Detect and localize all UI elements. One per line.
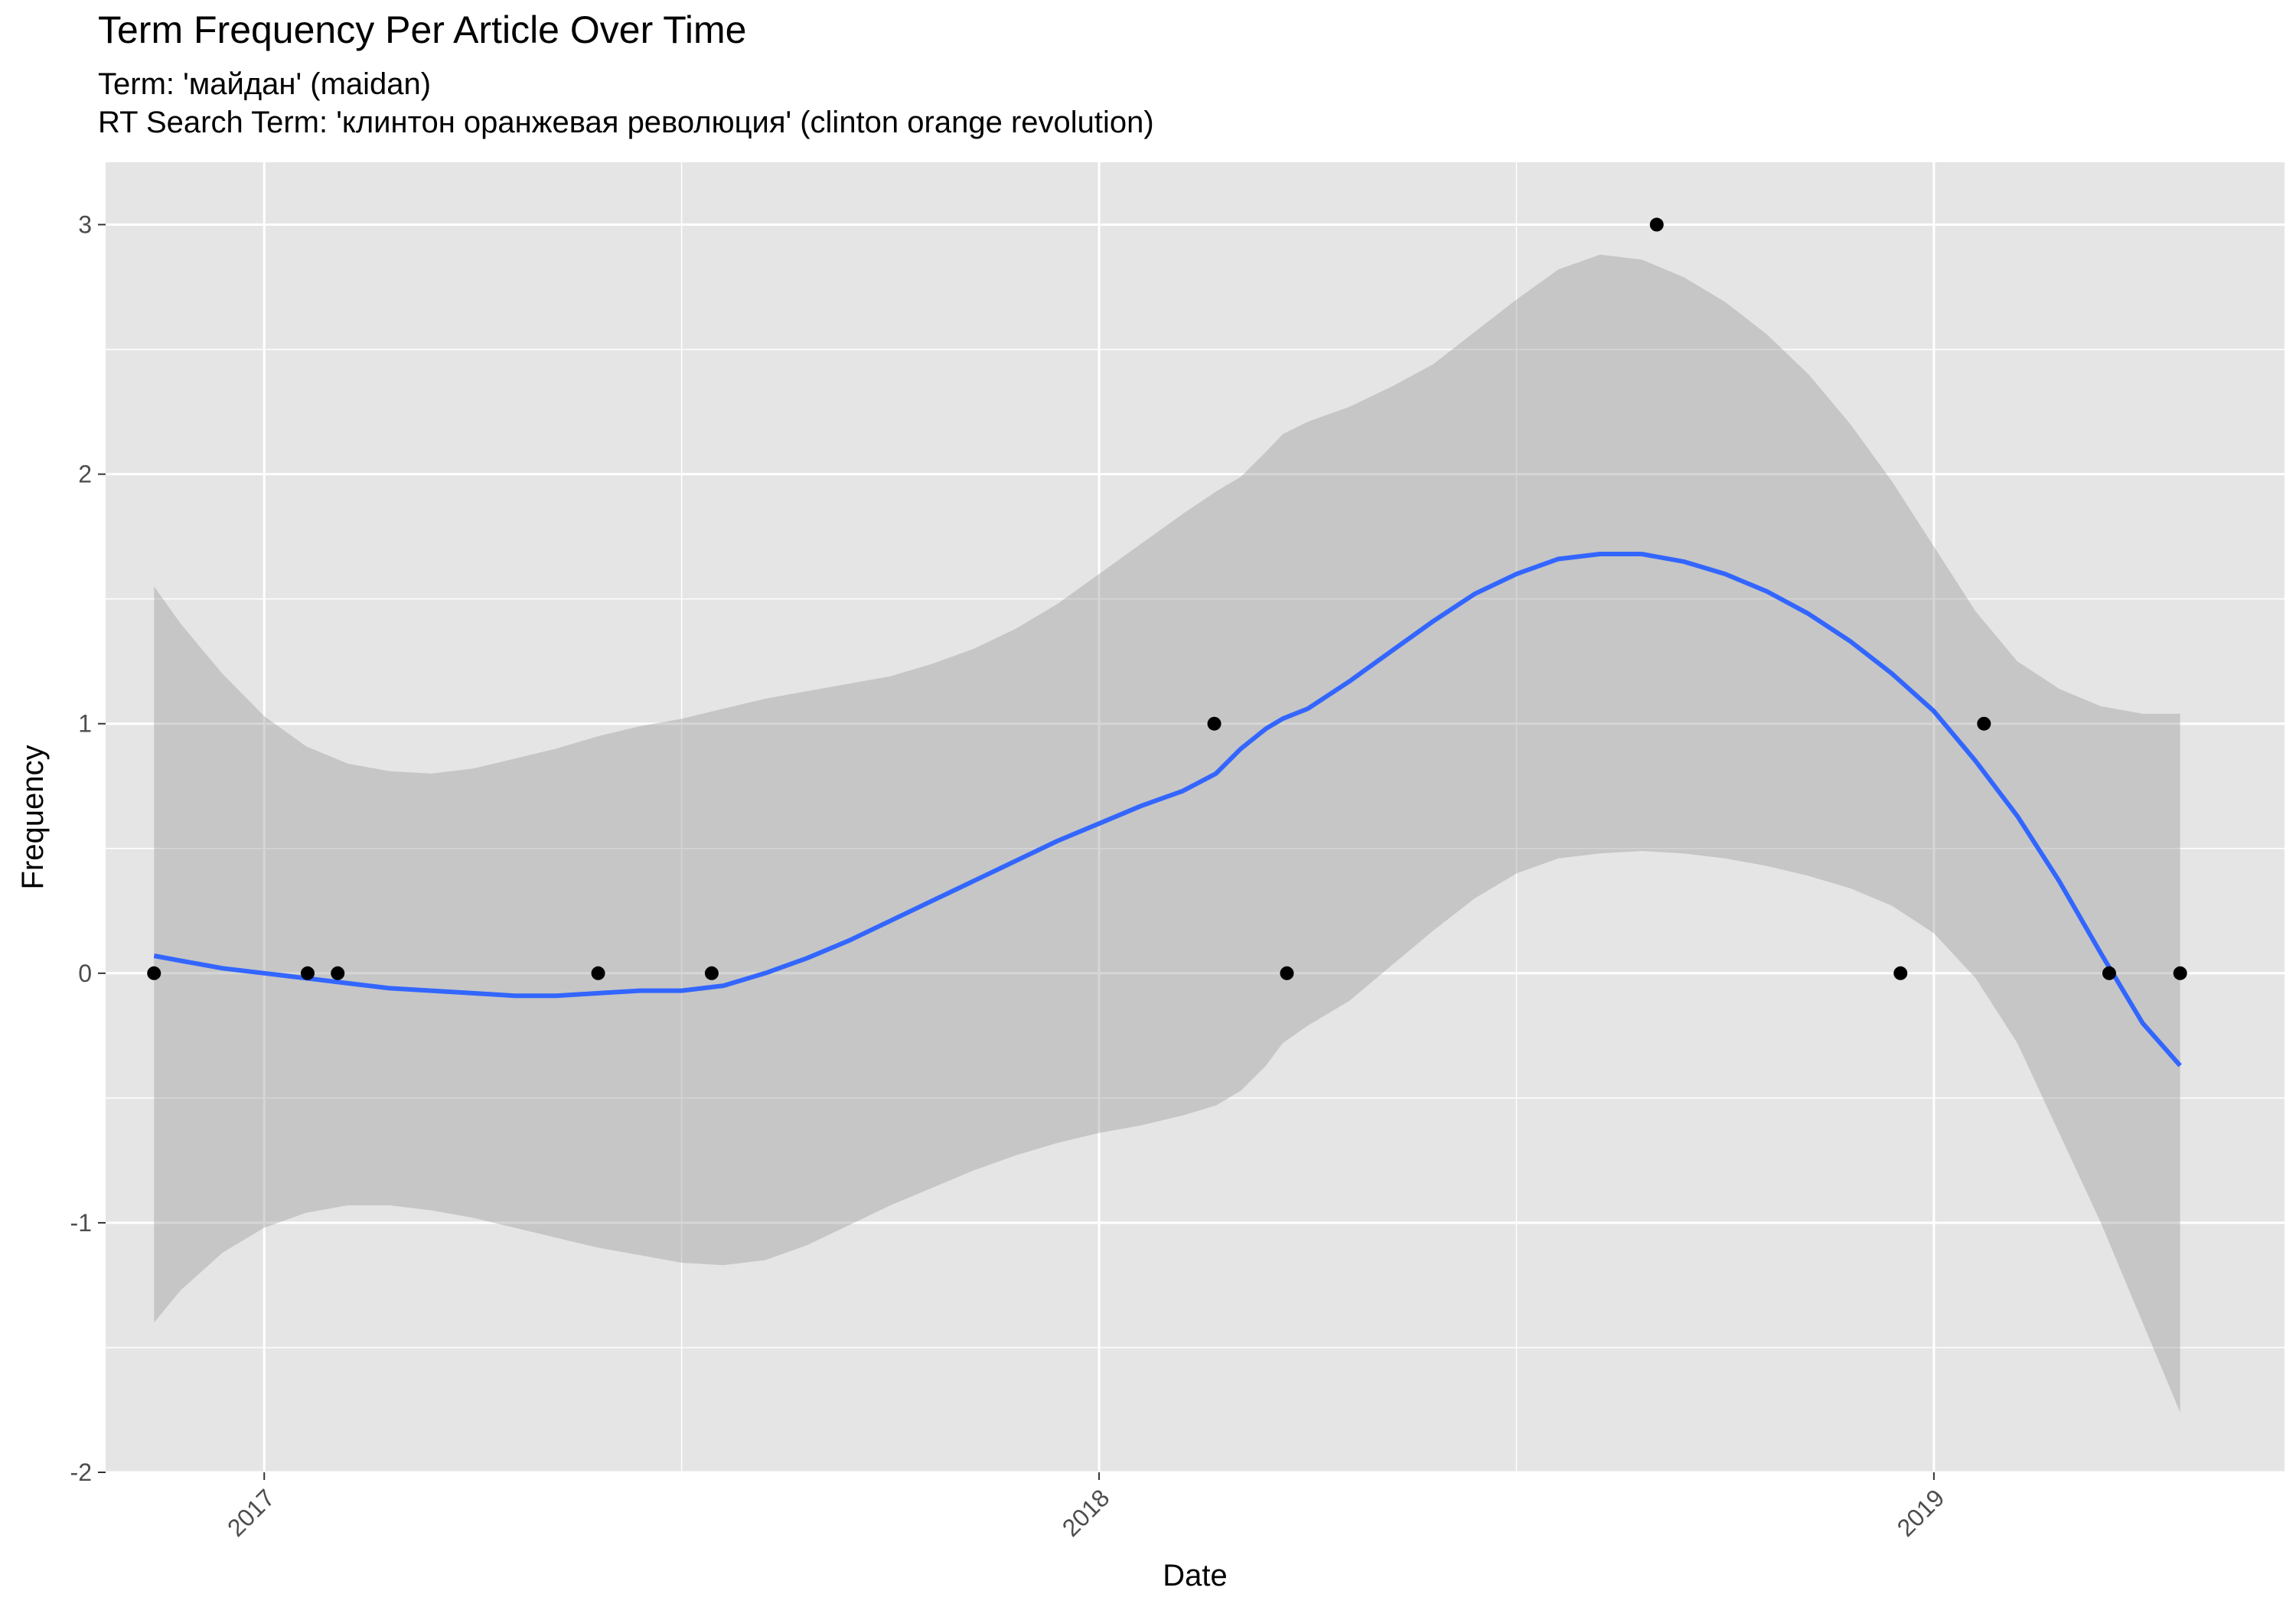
data-points xyxy=(147,217,2187,980)
data-point xyxy=(2102,966,2116,980)
data-point xyxy=(704,966,719,980)
x-tick-label: 2019 xyxy=(1892,1484,1950,1542)
data-point xyxy=(1977,716,1991,731)
x-tick-label: 2017 xyxy=(222,1484,280,1542)
data-point xyxy=(1649,217,1664,232)
major-gridlines xyxy=(106,162,2285,1474)
data-point xyxy=(1280,966,1294,980)
x-tick-label: 2018 xyxy=(1057,1484,1115,1542)
data-point xyxy=(2173,966,2187,980)
chart-title: Term Frequency Per Article Over Time xyxy=(98,8,747,51)
x-axis-title: Date xyxy=(1163,1559,1228,1592)
chart-subtitle-term: Term: 'майдан' (maidan) xyxy=(98,67,432,101)
data-point xyxy=(331,966,345,980)
y-tick-label: -1 xyxy=(70,1209,92,1237)
confidence-band xyxy=(154,254,2180,1413)
minor-gridlines xyxy=(106,162,2285,1472)
smooth-trend-line xyxy=(153,552,2182,1068)
y-tick-label: 2 xyxy=(78,461,92,488)
data-point xyxy=(1207,716,1221,731)
data-point xyxy=(591,966,605,980)
x-axis-ticks: 2017 2018 2019 xyxy=(222,1472,1949,1542)
y-tick-label: -2 xyxy=(70,1459,92,1486)
y-tick-label: 1 xyxy=(78,710,92,738)
data-point xyxy=(1893,966,1908,980)
y-tick-label: 0 xyxy=(78,960,92,987)
y-axis-title: Frequency xyxy=(16,745,50,890)
data-point xyxy=(300,966,315,980)
plot-panel xyxy=(106,162,2285,1472)
chart-subtitle-search-term: RT Search Term: 'клинтон оранжевая револ… xyxy=(98,106,1154,139)
y-axis-ticks: -2 -1 0 1 2 3 xyxy=(70,211,106,1486)
y-tick-label: 3 xyxy=(78,211,92,239)
data-point xyxy=(147,966,161,980)
